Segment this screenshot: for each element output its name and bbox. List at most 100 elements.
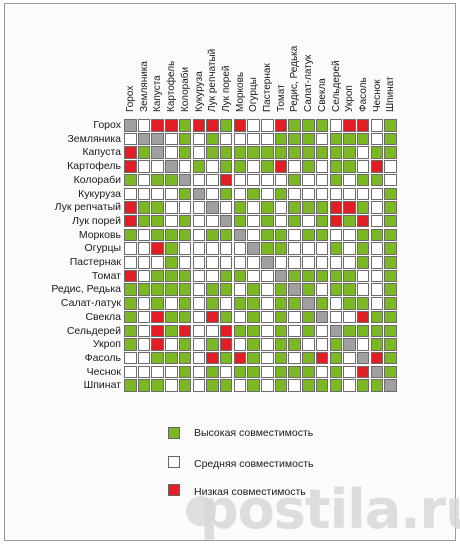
grid-cell xyxy=(192,146,206,159)
grid-cell xyxy=(329,214,343,228)
grid-cell xyxy=(315,214,329,228)
grid-cell xyxy=(192,365,206,379)
row-label: Лук репчатый xyxy=(54,201,121,214)
grid-cell xyxy=(178,214,192,228)
grid-cell xyxy=(124,297,137,310)
grid-cell xyxy=(384,201,397,214)
grid-cell xyxy=(261,269,274,283)
column-label: Томат xyxy=(275,84,287,112)
grid-cell xyxy=(137,310,151,324)
grid-cell xyxy=(124,214,137,228)
grid-cell xyxy=(261,119,274,132)
grid-cell xyxy=(178,146,192,159)
grid-cell xyxy=(165,324,178,338)
row-label: Картофель xyxy=(67,160,121,173)
grid-cell xyxy=(206,160,219,173)
grid-cell xyxy=(165,379,178,392)
row-label: Сельдерей xyxy=(66,324,121,337)
row-label: Земляника xyxy=(67,132,121,145)
grid-cell xyxy=(233,338,247,351)
grid-cell xyxy=(343,201,356,214)
grid-cell xyxy=(370,338,384,351)
grid-cell xyxy=(274,379,288,392)
grid-cell xyxy=(233,160,247,173)
grid-cell xyxy=(137,119,151,132)
grid-cell xyxy=(356,160,370,173)
grid-cell xyxy=(233,119,247,132)
grid-cell xyxy=(247,269,260,283)
grid-cell xyxy=(165,146,178,159)
grid-cell xyxy=(329,173,343,187)
grid-cell xyxy=(329,324,343,338)
grid-cell xyxy=(356,365,370,379)
grid-cell xyxy=(165,187,178,201)
grid-cell xyxy=(124,160,137,173)
grid-cell xyxy=(151,365,164,379)
grid-cell xyxy=(370,351,384,365)
grid-cell xyxy=(192,324,206,338)
grid-cell xyxy=(384,146,397,159)
grid-cell xyxy=(302,379,315,392)
grid-cell xyxy=(178,365,192,379)
grid-cell xyxy=(233,242,247,255)
grid-cell xyxy=(165,256,178,269)
grid-cell xyxy=(206,351,219,365)
grid-cell xyxy=(288,173,301,187)
grid-cell xyxy=(370,173,384,187)
grid-cell xyxy=(124,324,137,338)
grid-cell xyxy=(302,283,315,296)
grid-cell xyxy=(247,338,260,351)
column-label: Чеснок xyxy=(371,79,383,112)
grid-cell xyxy=(178,379,192,392)
grid-cell xyxy=(356,201,370,214)
grid-cell xyxy=(343,297,356,310)
grid-cell xyxy=(329,242,343,255)
column-label: Пастернак xyxy=(262,63,273,112)
grid-cell xyxy=(247,173,260,187)
grid-cell xyxy=(261,214,274,228)
grid-cell xyxy=(384,365,397,379)
grid-cell xyxy=(343,351,356,365)
grid-cell xyxy=(219,338,233,351)
row-label: Томат xyxy=(91,269,121,282)
grid-cell xyxy=(384,132,397,146)
grid-cell xyxy=(178,256,192,269)
grid-cell xyxy=(302,338,315,351)
grid-cell xyxy=(137,187,151,201)
row-label: Колораби xyxy=(73,173,121,186)
grid-cell xyxy=(206,256,219,269)
grid-cell xyxy=(315,146,329,159)
grid-cell xyxy=(233,146,247,159)
legend-label-low: Низкая совместимость xyxy=(194,486,306,498)
grid-cell xyxy=(356,256,370,269)
grid-cell xyxy=(137,228,151,242)
grid-cell xyxy=(165,242,178,255)
grid-cell xyxy=(288,119,301,132)
grid-cell xyxy=(151,201,164,214)
grid-cell xyxy=(384,256,397,269)
grid-cell xyxy=(384,214,397,228)
grid-cell xyxy=(247,310,260,324)
grid-cell xyxy=(192,214,206,228)
grid-cell xyxy=(151,228,164,242)
grid-cell xyxy=(206,338,219,351)
column-label: Картофель xyxy=(166,60,178,112)
grid-cell xyxy=(329,283,343,296)
row-label: Салат-латук xyxy=(60,297,121,310)
grid-cell xyxy=(329,228,343,242)
grid-cell xyxy=(206,173,219,187)
grid-cell xyxy=(274,187,288,201)
grid-cell xyxy=(219,365,233,379)
grid-cell xyxy=(247,201,260,214)
grid-cell xyxy=(261,228,274,242)
grid-cell xyxy=(370,283,384,296)
grid-cell xyxy=(384,324,397,338)
grid-cell xyxy=(219,269,233,283)
grid-cell xyxy=(370,201,384,214)
grid-cell xyxy=(219,201,233,214)
grid-cell xyxy=(124,351,137,365)
grid-cell xyxy=(302,187,315,201)
grid-cell xyxy=(219,173,233,187)
grid-cell xyxy=(329,132,343,146)
column-label: Огурцы xyxy=(248,77,260,112)
